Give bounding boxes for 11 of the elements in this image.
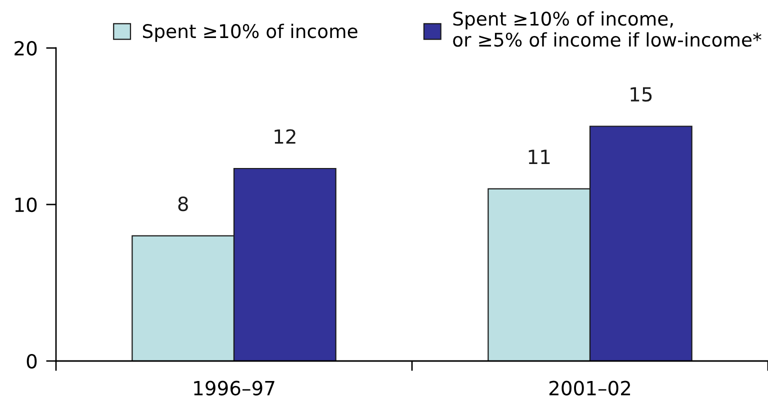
- y-tick-label: 0: [26, 354, 37, 369]
- data-label: 11: [528, 150, 550, 164]
- y-tick-label: 20: [14, 40, 37, 56]
- data-label: 8: [178, 196, 188, 212]
- legend-label: Spent ≥10% of income, or ≥5% of income if low-income*: [453, 11, 762, 47]
- x-tick-label: 1996–97: [194, 380, 274, 396]
- data-label: 12: [274, 129, 296, 144]
- x-tick-label: 2001–02: [549, 380, 630, 396]
- data-label: 15: [630, 87, 652, 102]
- y-tick-label: 10: [15, 197, 37, 212]
- legend-label: Spent ≥10% of income: [142, 24, 358, 42]
